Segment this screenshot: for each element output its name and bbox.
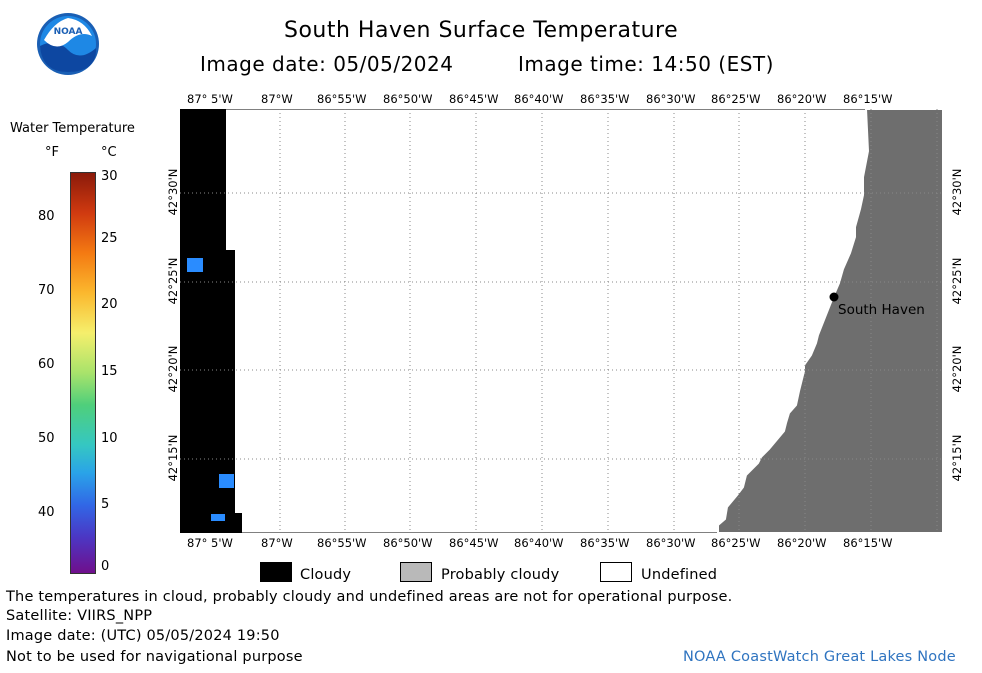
f-tick: 50 [38, 431, 55, 446]
lon-label-bottom: 86°25'W [711, 536, 761, 550]
logo-text: NOAA [54, 27, 83, 37]
lon-label-top: 86°15'W [843, 92, 893, 106]
lat-label-right: 42°20'N [950, 345, 964, 393]
footer-credit: NOAA CoastWatch Great Lakes Node [683, 649, 956, 665]
lat-label-left: 42°15'N [166, 434, 180, 482]
footer-nav-warning: Not to be used for navigational purpose [6, 649, 303, 665]
legend-label-undefined: Undefined [641, 567, 718, 583]
unit-f: °F [45, 145, 59, 160]
lon-label-bottom: 86°55'W [317, 536, 367, 550]
lon-label-top: 87°W [261, 92, 293, 106]
noaa-logo: NOAA [37, 13, 99, 75]
graticule [180, 109, 943, 533]
lon-label-top: 86°45'W [449, 92, 499, 106]
lon-label-bottom: 86°20'W [777, 536, 827, 550]
temperature-map [180, 109, 943, 533]
lon-label-top: 86°35'W [580, 92, 630, 106]
lat-label-left: 42°25'N [166, 257, 180, 305]
lat-label-left: 42°30'N [166, 168, 180, 216]
lon-label-bottom: 86°15'W [843, 536, 893, 550]
scale-title: Water Temperature [10, 121, 135, 136]
lon-label-bottom: 87°W [261, 536, 293, 550]
lon-label-top: 87° 5'W [187, 92, 233, 106]
temp-pixel [187, 258, 203, 272]
image-time: Image time: 14:50 (EST) [518, 52, 774, 76]
color-bar [70, 172, 96, 574]
legend-swatch-cloudy [260, 562, 292, 582]
lat-label-left: 42°20'N [166, 345, 180, 393]
f-tick: 60 [38, 357, 55, 372]
c-tick: 15 [101, 364, 118, 379]
footer-satellite: Satellite: VIIRS_NPP [6, 608, 153, 624]
lon-label-top: 86°25'W [711, 92, 761, 106]
lat-label-right: 42°25'N [950, 257, 964, 305]
lon-label-bottom: 87° 5'W [187, 536, 233, 550]
lon-label-top: 86°30'W [646, 92, 696, 106]
footer-utc-date: Image date: (UTC) 05/05/2024 19:50 [6, 628, 280, 644]
c-tick: 10 [101, 431, 118, 446]
legend-swatch-probably-cloudy [400, 562, 432, 582]
lon-label-bottom: 86°35'W [580, 536, 630, 550]
lon-label-top: 86°40'W [514, 92, 564, 106]
lon-label-bottom: 86°50'W [383, 536, 433, 550]
unit-c: °C [101, 145, 117, 160]
temp-pixel [211, 514, 225, 521]
legend-label-probably-cloudy: Probably cloudy [441, 567, 560, 583]
c-tick: 5 [101, 497, 110, 512]
footer-disclaimer: The temperatures in cloud, probably clou… [6, 589, 733, 605]
lon-label-top: 86°20'W [777, 92, 827, 106]
lat-label-right: 42°15'N [950, 434, 964, 482]
cloud-area [180, 109, 242, 533]
land-area [717, 109, 943, 533]
city-marker [829, 292, 839, 302]
f-tick: 40 [38, 505, 55, 520]
page-title: South Haven Surface Temperature [284, 18, 679, 43]
f-tick: 80 [38, 209, 55, 224]
lon-label-top: 86°50'W [383, 92, 433, 106]
image-date: Image date: 05/05/2024 [200, 52, 454, 76]
lat-label-right: 42°30'N [950, 168, 964, 216]
lon-label-bottom: 86°45'W [449, 536, 499, 550]
lon-label-top: 86°55'W [317, 92, 367, 106]
c-tick: 25 [101, 231, 118, 246]
legend-label-cloudy: Cloudy [300, 567, 352, 583]
c-tick: 30 [101, 169, 118, 184]
city-label: South Haven [838, 302, 925, 318]
c-tick: 0 [101, 559, 110, 574]
legend-swatch-undefined [600, 562, 632, 582]
temp-pixel [219, 474, 234, 488]
f-tick: 70 [38, 283, 55, 298]
lon-label-bottom: 86°40'W [514, 536, 564, 550]
lon-label-bottom: 86°30'W [646, 536, 696, 550]
c-tick: 20 [101, 297, 118, 312]
